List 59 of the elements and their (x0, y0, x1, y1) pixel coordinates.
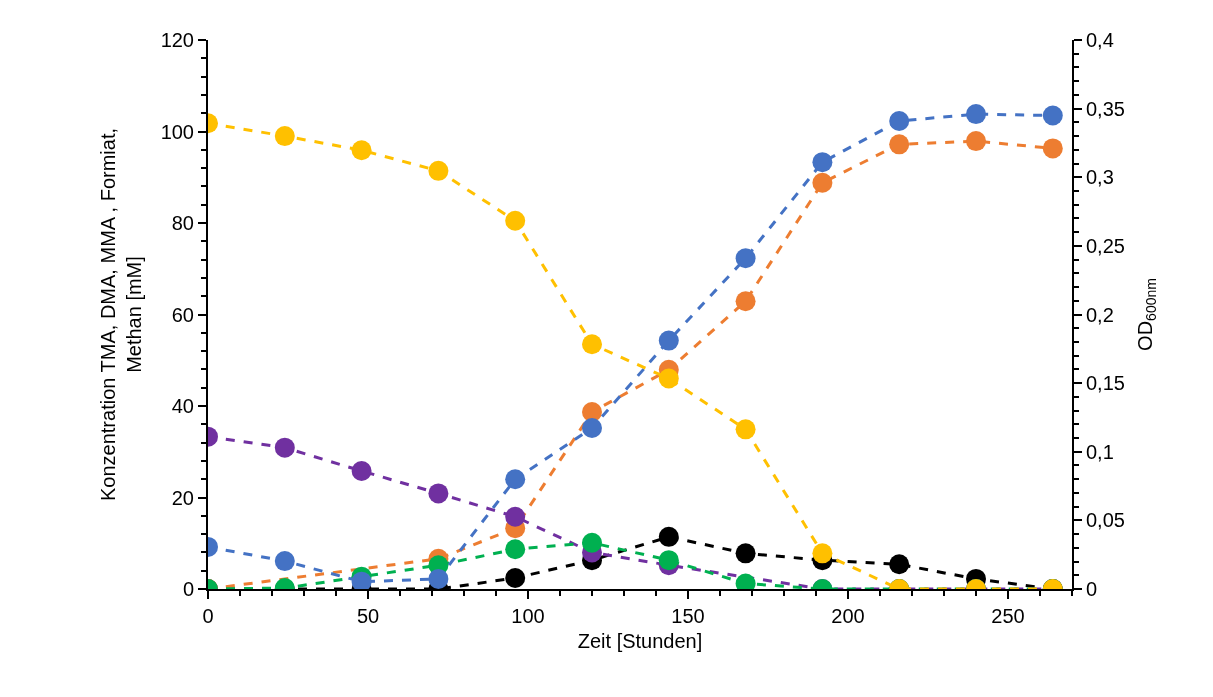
point (351, 140, 372, 161)
y2-tick-label: 0,15 (1086, 372, 1125, 395)
point (658, 526, 679, 547)
point (351, 571, 372, 589)
point (735, 419, 756, 440)
point (889, 554, 910, 575)
y-tick-label: 120 (160, 29, 194, 51)
point (582, 532, 602, 553)
y-tick-label: 100 (160, 120, 194, 143)
y2-tick-label: 0,3 (1086, 166, 1114, 189)
point (274, 551, 295, 572)
point (582, 334, 602, 355)
y2-tick-label: 0,25 (1086, 234, 1125, 257)
point (735, 543, 756, 564)
x-tick-label: 0 (202, 605, 214, 627)
point (505, 469, 526, 490)
x-tick-label: 250 (991, 605, 1025, 627)
point (812, 172, 833, 193)
point (735, 248, 756, 269)
point (428, 160, 449, 181)
y2-tick-label: 0 (1086, 578, 1098, 600)
point (505, 210, 526, 231)
point (505, 568, 526, 589)
y2-tick-label: 0,1 (1086, 440, 1114, 463)
y2-tick-label: 0,05 (1086, 509, 1125, 532)
point (889, 134, 910, 155)
y-tick-label: 40 (171, 395, 194, 417)
x-tick-label: 150 (671, 605, 705, 627)
y2-tick-label: 0,35 (1086, 97, 1125, 120)
point (582, 417, 602, 438)
point (658, 368, 679, 389)
y2-tick-label: 0,4 (1086, 29, 1114, 51)
point (274, 437, 295, 458)
y-tick-label: 60 (171, 303, 194, 326)
point (735, 291, 756, 312)
point (505, 539, 526, 560)
x-tick-label: 200 (831, 605, 865, 627)
x-tick-label: 100 (511, 605, 545, 627)
y-axis-title: Konzentration TMA, DMA, MMA , Formiat, Methan [mM] (96, 127, 145, 502)
point (351, 460, 372, 481)
point (428, 483, 449, 504)
point (812, 543, 833, 564)
x-axis-title: Zeit [Stunden] (577, 630, 703, 652)
y-tick-label: 80 (171, 212, 194, 234)
point (966, 104, 986, 125)
point (658, 550, 679, 571)
point (812, 152, 833, 173)
point (658, 330, 679, 351)
y-tick-label: 20 (171, 486, 194, 509)
point (505, 506, 526, 527)
point (274, 126, 295, 147)
point (889, 110, 910, 131)
y-tick-label: 0 (182, 578, 194, 600)
point (428, 568, 449, 589)
point (1042, 138, 1063, 159)
point (966, 131, 986, 152)
y2-tick-label: 0,2 (1086, 303, 1114, 326)
point (1042, 105, 1063, 126)
x-tick-label: 50 (356, 605, 380, 627)
